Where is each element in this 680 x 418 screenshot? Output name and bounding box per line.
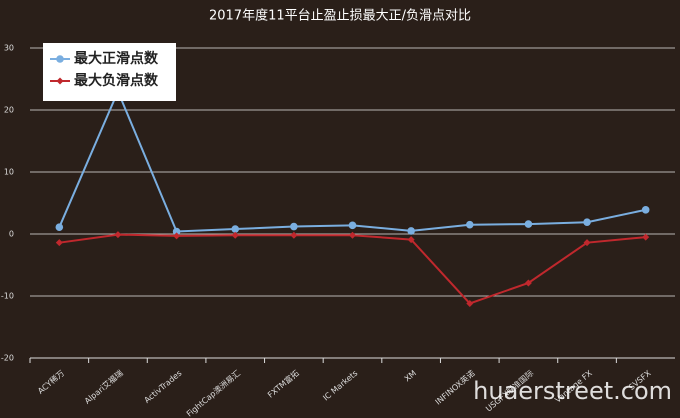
point [290, 231, 298, 239]
y-tick-label: -10 [1, 292, 14, 301]
legend-marker [56, 55, 64, 63]
legend-label: 最大负滑点数 [74, 72, 159, 89]
legend-label: 最大正滑点数 [74, 50, 159, 67]
point [583, 239, 591, 247]
point [114, 231, 122, 239]
chart-title: 2017年度11平台止盈止损最大正/负滑点对比 [209, 8, 471, 24]
point [290, 222, 298, 231]
point [641, 206, 650, 214]
point [407, 236, 415, 244]
legend-box [43, 43, 176, 101]
point [642, 233, 650, 241]
point [524, 220, 533, 228]
point [524, 279, 532, 287]
point [465, 220, 474, 229]
y-tick-label: 0 [9, 230, 14, 239]
point [55, 223, 64, 231]
point [173, 232, 181, 240]
watermark: huaerstreet.com [473, 377, 672, 405]
y-tick-label: 10 [4, 168, 14, 177]
y-tick-label: 20 [4, 106, 14, 115]
y-tick-label: 30 [4, 44, 14, 53]
point [466, 299, 474, 307]
point [407, 227, 415, 235]
point [231, 225, 240, 233]
point [349, 231, 356, 239]
point [172, 227, 181, 236]
point [583, 218, 591, 227]
point [231, 231, 239, 239]
legend-marker [56, 77, 64, 85]
point [55, 239, 63, 247]
point [348, 221, 357, 230]
y-tick-label: -20 [1, 354, 14, 363]
